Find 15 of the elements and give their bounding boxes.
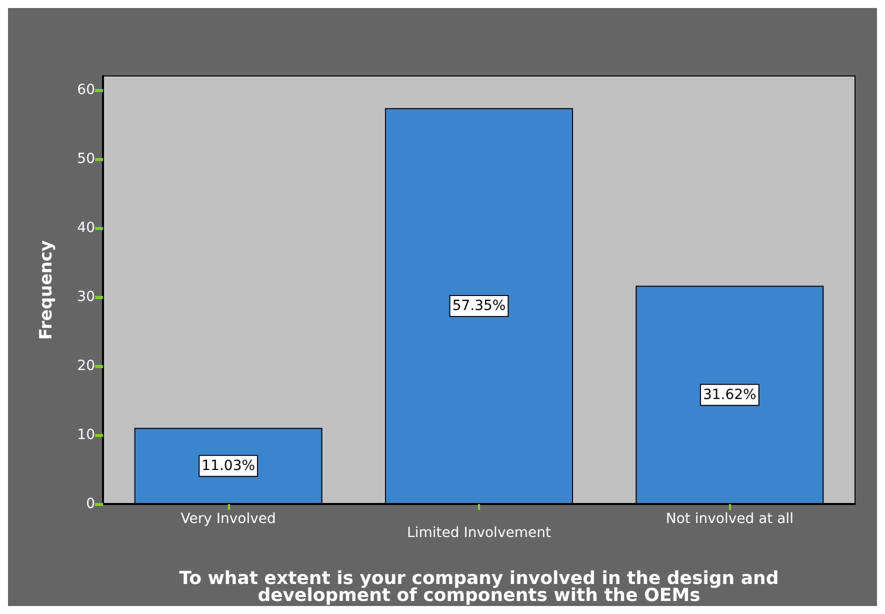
y-tick-label: 20 [77,358,95,374]
y-tick-label: 60 [77,82,95,98]
x-tick-label: Very Involved [180,511,276,527]
x-tick-label: Limited Involvement [407,525,552,541]
x-axis-title: To what extent is your company involved in the design and development of components with the OEMs [179,568,779,606]
y-tick-label: 0 [86,496,95,512]
y-axis-title: Frequency [36,240,56,340]
data-label: 31.62% [702,386,756,403]
y-tick-label: 40 [77,220,95,236]
data-label: 11.03% [202,458,256,474]
data-label: 57.35% [452,298,506,314]
y-tick-label: 50 [77,150,95,167]
y-tick-label: 10 [77,426,95,443]
x-tick-label: Not involved at all [666,511,794,527]
y-tick-label: 30 [77,288,95,305]
